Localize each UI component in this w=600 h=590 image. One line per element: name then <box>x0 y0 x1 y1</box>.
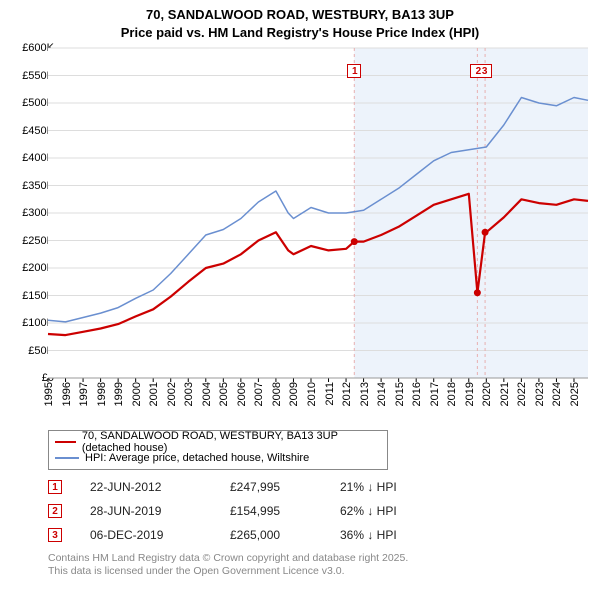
x-tick-label: 2009 <box>288 382 300 406</box>
x-tick-label: 1997 <box>78 382 90 406</box>
footer-line2: This data is licensed under the Open Gov… <box>48 565 408 578</box>
legend-swatch <box>55 457 79 459</box>
sale-date: 22-JUN-2012 <box>90 480 230 494</box>
x-tick-label: 1999 <box>113 382 125 406</box>
sale-number-icon: 2 <box>48 504 62 518</box>
x-tick-label: 2025 <box>569 382 581 406</box>
x-tick-label: 2021 <box>499 382 511 406</box>
x-tick-label: 2018 <box>446 382 458 406</box>
chart-title: 70, SANDALWOOD ROAD, WESTBURY, BA13 3UP … <box>0 0 600 41</box>
footer: Contains HM Land Registry data © Crown c… <box>48 552 408 578</box>
legend-item: 70, SANDALWOOD ROAD, WESTBURY, BA13 3UP … <box>55 434 381 450</box>
footer-line1: Contains HM Land Registry data © Crown c… <box>48 552 408 565</box>
sale-date: 28-JUN-2019 <box>90 504 230 518</box>
x-tick-label: 2006 <box>236 382 248 406</box>
sale-row: 3 06-DEC-2019£265,00036% ↓ HPI <box>48 523 450 547</box>
legend: 70, SANDALWOOD ROAD, WESTBURY, BA13 3UP … <box>48 430 388 470</box>
sale-marker-icon: 1 <box>347 64 361 78</box>
x-tick-label: 1996 <box>61 382 73 406</box>
x-tick-label: 2022 <box>516 382 528 406</box>
sale-delta: 62% ↓ HPI <box>340 504 450 518</box>
x-tick-label: 2007 <box>253 382 265 406</box>
sale-number-icon: 3 <box>48 528 62 542</box>
x-tick-label: 2020 <box>481 382 493 406</box>
x-tick-label: 2000 <box>131 382 143 406</box>
sale-delta: 21% ↓ HPI <box>340 480 450 494</box>
x-tick-label: 2014 <box>376 382 388 406</box>
sale-row: 1 22-JUN-2012£247,99521% ↓ HPI <box>48 475 450 499</box>
legend-label: HPI: Average price, detached house, Wilt… <box>85 452 309 464</box>
x-tick-label: 2003 <box>183 382 195 406</box>
sale-price: £265,000 <box>230 528 340 542</box>
x-tick-label: 2001 <box>148 382 160 406</box>
x-tick-label: 2019 <box>464 382 476 406</box>
title-line1: 70, SANDALWOOD ROAD, WESTBURY, BA13 3UP <box>0 6 600 24</box>
x-tick-label: 2016 <box>411 382 423 406</box>
x-tick-label: 2002 <box>166 382 178 406</box>
x-tick-label: 2023 <box>534 382 546 406</box>
sale-date: 06-DEC-2019 <box>90 528 230 542</box>
x-tick-label: 2017 <box>429 382 441 406</box>
sale-price: £247,995 <box>230 480 340 494</box>
x-tick-label: 2024 <box>551 382 563 406</box>
sale-row: 2 28-JUN-2019£154,99562% ↓ HPI <box>48 499 450 523</box>
sale-number-icon: 1 <box>48 480 62 494</box>
title-line2: Price paid vs. HM Land Registry's House … <box>0 24 600 42</box>
x-tick-label: 2010 <box>306 382 318 406</box>
x-tick-label: 2013 <box>359 382 371 406</box>
sale-price: £154,995 <box>230 504 340 518</box>
legend-swatch <box>55 441 76 443</box>
sales-table: 1 22-JUN-2012£247,99521% ↓ HPI 2 28-JUN-201… <box>48 475 450 547</box>
x-tick-label: 1995 <box>43 382 55 406</box>
chart-container: 70, SANDALWOOD ROAD, WESTBURY, BA13 3UP … <box>0 0 600 590</box>
x-tick-label: 1998 <box>96 382 108 406</box>
x-tick-label: 2015 <box>394 382 406 406</box>
x-tick-label: 2004 <box>201 382 213 406</box>
sale-delta: 36% ↓ HPI <box>340 528 450 542</box>
x-tick-label: 2005 <box>218 382 230 406</box>
x-tick-label: 2011 <box>324 382 336 406</box>
legend-label: 70, SANDALWOOD ROAD, WESTBURY, BA13 3UP … <box>82 430 381 454</box>
sale-marker-icon: 2 3 <box>470 64 492 78</box>
line-chart <box>48 48 588 378</box>
x-tick-label: 2012 <box>341 382 353 406</box>
x-tick-label: 2008 <box>271 382 283 406</box>
